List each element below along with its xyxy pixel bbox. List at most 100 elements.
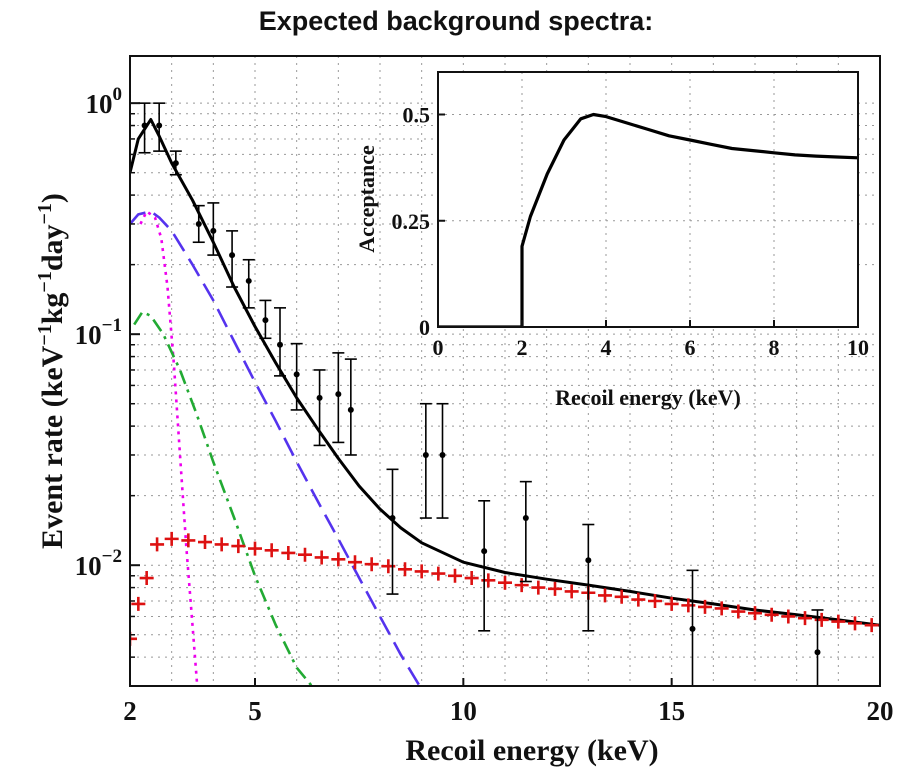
data-point: [439, 451, 446, 458]
data-point: [245, 277, 252, 284]
y-tick-label: 10−2: [75, 546, 122, 581]
data-point: [481, 548, 488, 555]
inset-x-tick-label: 4: [601, 335, 612, 360]
y-axis-title-part-4: ): [36, 193, 69, 203]
data-point: [335, 391, 342, 398]
data-point: [389, 515, 396, 522]
y-tick-label: 10−1: [75, 315, 122, 350]
red-plus-marker: [348, 555, 362, 570]
inset-x-tick-label: 2: [517, 335, 528, 360]
red-plus-marker: [498, 575, 512, 590]
red-plus-marker: [431, 566, 446, 581]
inset-x-tick-label: 0: [433, 335, 444, 360]
data-point: [689, 625, 696, 632]
red-plus-marker: [614, 589, 629, 604]
red-plus-marker: [798, 611, 812, 626]
data-point: [141, 122, 148, 129]
inset-ticks: 0 2 4 6 8 10 0 0.25 0.5: [392, 103, 870, 361]
main-series-group: [130, 102, 880, 686]
red-plus-marker: [781, 609, 796, 624]
red-plus-marker: [248, 541, 262, 556]
red-plus-marker: [548, 581, 562, 596]
red-plus-marker: [298, 547, 312, 562]
inset-y-axis-title: Acceptance: [354, 145, 379, 253]
y-axis-title-part-2: kg: [36, 293, 69, 325]
x-tick-label: 10: [450, 696, 477, 726]
red-plus-marker: [331, 552, 346, 567]
red-plus-marker: [139, 571, 154, 586]
inset-x-axis-title: Recoil energy (keV): [555, 385, 741, 410]
data-point: [585, 557, 592, 564]
red-plus-marker: [664, 596, 679, 611]
red-plus-marker: [198, 535, 212, 550]
red-plus-marker: [150, 537, 165, 552]
series-line-dotted: [139, 210, 199, 686]
data-point: [262, 317, 269, 324]
red-plus-marker: [531, 580, 546, 595]
series-line-dashdot: [133, 310, 314, 686]
inset-x-tick-label: 6: [685, 335, 696, 360]
y-axis-title-part-1: Event rate (keV: [36, 345, 69, 549]
data-point: [316, 394, 323, 401]
inset-plot-frame: [437, 71, 859, 328]
red-plus-marker: [698, 599, 712, 614]
data-point: [195, 220, 202, 227]
red-plus-marker: [364, 557, 379, 572]
inset-y-tick-label: 0: [419, 315, 430, 340]
red-plus-marker: [130, 631, 137, 646]
red-plus-marker: [398, 562, 412, 577]
y-axis-title-part-3: day: [36, 224, 69, 271]
data-point: [347, 406, 354, 413]
inset-acceptance-curve: [438, 112, 858, 327]
data-point: [156, 122, 163, 129]
red-plus-marker: [414, 564, 429, 579]
data-point: [172, 160, 179, 167]
red-plus-marker: [464, 571, 479, 586]
red-plus-marker: [231, 539, 246, 554]
red-plus-marker: [564, 584, 579, 599]
red-plus-marker: [598, 588, 612, 603]
red-plus-marker: [214, 537, 229, 552]
red-plus-marker: [864, 618, 879, 633]
red-plus-marker: [281, 545, 296, 560]
y-tick-label: 100: [86, 84, 123, 119]
red-plus-marker: [264, 543, 279, 558]
y-axis-title-sup-3: −1: [34, 203, 56, 224]
red-plus-marker: [164, 531, 179, 546]
red-plus-marker: [764, 607, 779, 622]
inset-background: [438, 72, 858, 327]
red-plus-marker: [831, 614, 846, 629]
data-point: [229, 252, 236, 259]
x-tick-label: 20: [867, 696, 894, 726]
data-point: [814, 649, 821, 656]
data-point: [522, 515, 529, 522]
inset-x-tick-label: 8: [769, 335, 780, 360]
red-plus-marker: [748, 606, 762, 621]
red-plus-marker: [648, 593, 662, 608]
inset-y-tick-label: 0.5: [403, 103, 431, 128]
inset-y-tick-label: 0.25: [392, 209, 431, 234]
y-axis-title-sup-1: −1: [34, 324, 56, 345]
data-point: [277, 341, 283, 348]
red-plus-marker: [514, 578, 529, 593]
data-point: [293, 371, 300, 378]
x-axis-title: Recoil energy (keV): [405, 734, 658, 767]
main-plot-frame: [129, 55, 881, 687]
chart-title: Expected background spectra:: [258, 6, 654, 36]
y-axis-title-sup-2: −1: [34, 271, 56, 292]
x-tick-label: 5: [248, 696, 262, 726]
data-point: [210, 227, 217, 234]
red-plus-marker: [448, 568, 462, 583]
red-plus-marker: [731, 604, 746, 619]
series-line-dashed: [130, 210, 422, 686]
x-tick-label: 15: [658, 696, 685, 726]
red-plus-marker: [314, 550, 329, 565]
red-plus-marker: [181, 533, 196, 548]
inset-x-tick-label: 10: [847, 335, 869, 360]
red-plus-marker: [848, 616, 862, 631]
inset-grid: [438, 72, 858, 327]
red-plus-marker: [131, 596, 146, 611]
